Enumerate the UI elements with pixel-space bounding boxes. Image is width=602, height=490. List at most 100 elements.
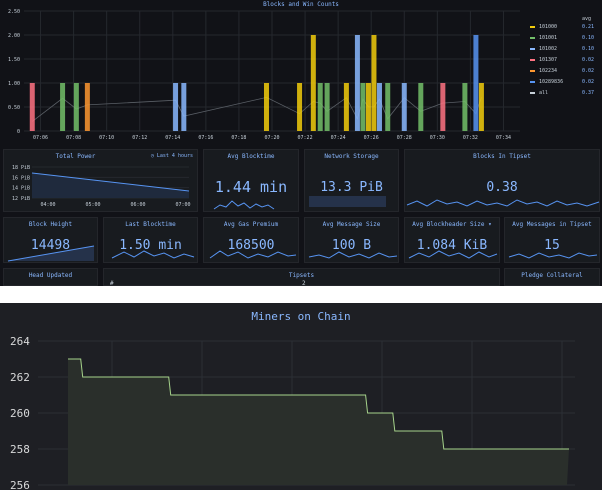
total-power-panel: Total Power ◷ Last 4 hours 18 PiB 16 PiB 1… bbox=[3, 149, 198, 212]
bar bbox=[297, 83, 303, 131]
sparkline bbox=[406, 199, 600, 207]
x-tick-label: 07:18 bbox=[231, 135, 246, 141]
series-line bbox=[31, 172, 190, 192]
stat-value: 1.44 min bbox=[214, 178, 288, 196]
area-fill bbox=[68, 359, 569, 485]
legend-item[interactable]: 102234 0.02 bbox=[530, 68, 594, 76]
panel-title[interactable]: Last Blocktime bbox=[125, 221, 176, 228]
stat-value: 168500 bbox=[227, 238, 275, 253]
blocks-in-tipset-panel: Blocks In Tipset 0.38 bbox=[404, 149, 600, 212]
bar bbox=[60, 83, 66, 131]
legend-swatch bbox=[530, 69, 535, 72]
y-tick-label: 16 PiB bbox=[12, 175, 30, 181]
area-sparkline bbox=[7, 245, 95, 262]
legend-swatch bbox=[530, 80, 535, 83]
legend-label: 101001 bbox=[539, 35, 558, 41]
y-tick-label: 1.00 bbox=[8, 81, 20, 87]
bar bbox=[360, 83, 366, 131]
panel-title[interactable]: Network Storage bbox=[324, 153, 379, 160]
series-line-all bbox=[32, 96, 482, 122]
x-tick-label: 07:30 bbox=[430, 135, 445, 141]
sparkline bbox=[213, 200, 275, 210]
stat-value: 13.3 PiB bbox=[320, 180, 383, 195]
area-fill bbox=[32, 173, 189, 198]
panel-title[interactable]: Avg Messages in Tipset bbox=[512, 221, 592, 228]
x-tick-label: 07:20 bbox=[264, 135, 279, 141]
legend-item[interactable]: 101001 0.10 bbox=[530, 35, 594, 43]
x-tick-label: 07:32 bbox=[463, 135, 478, 141]
y-tick-label: 256 bbox=[10, 479, 30, 490]
y-tick-label: 264 bbox=[10, 335, 30, 348]
bar bbox=[343, 83, 349, 131]
avg-blocktime-panel: Avg Blocktime 1.44 min bbox=[203, 149, 299, 212]
y-tick-label: 258 bbox=[10, 443, 30, 456]
table-header-cell: # bbox=[110, 280, 114, 287]
y-tick-label: 0 bbox=[17, 129, 20, 135]
sparkline bbox=[111, 250, 195, 259]
panel-title[interactable]: Block Height bbox=[28, 221, 73, 228]
x-tick-label: 06:00 bbox=[130, 202, 145, 208]
panel-title[interactable]: Miners on Chain bbox=[251, 310, 351, 323]
dashboard-screenshot: Blocks and Win Counts 2.50 2.00 1.50 1.00 0.… bbox=[0, 0, 602, 287]
panel-title[interactable]: Avg Blocktime bbox=[227, 153, 275, 160]
bar bbox=[310, 35, 316, 131]
panel-title[interactable]: Blocks and Win Counts bbox=[263, 1, 339, 8]
series-line bbox=[68, 358, 569, 450]
sparkline bbox=[308, 251, 398, 259]
bar bbox=[29, 83, 35, 131]
panel-title[interactable]: Blocks In Tipset bbox=[473, 153, 531, 160]
legend-item[interactable]: 101002 0.10 bbox=[530, 46, 594, 54]
tipsets-panel: Tipsets # 2 bbox=[103, 268, 500, 287]
legend-label: 102234 bbox=[539, 68, 558, 74]
pledge-collateral-panel: Pledge Collateral bbox=[504, 268, 600, 286]
stat-value: 0.38 bbox=[486, 180, 518, 195]
legend-value: 0.37 bbox=[582, 90, 595, 96]
y-tick-label: 260 bbox=[10, 407, 30, 420]
panel-title[interactable]: Avg Gas Premium bbox=[223, 221, 279, 228]
panel-title[interactable]: Avg Message Size bbox=[322, 221, 381, 228]
legend-value: 0.02 bbox=[582, 57, 595, 63]
stat-value: 15 bbox=[544, 238, 560, 253]
x-tick-label: 04:00 bbox=[40, 202, 55, 208]
legend-value: 0.21 bbox=[582, 24, 595, 30]
block-height-panel: Block Height 14498 bbox=[3, 217, 98, 263]
legend-item[interactable]: all 0.37 bbox=[530, 90, 594, 98]
x-tick-label: 07:26 bbox=[364, 135, 379, 141]
panel-title[interactable]: Avg Blockheader Size ▾ bbox=[412, 221, 492, 228]
legend-swatch bbox=[530, 25, 535, 28]
x-tick-label: 07:00 bbox=[175, 202, 190, 208]
total-power-chart: 18 PiB 16 PiB 14 PiB 12 PiB 04:00 05:00 06:00 0… bbox=[12, 165, 191, 208]
time-range-label: Last 4 hours bbox=[156, 153, 193, 159]
legend-label: 101002 bbox=[539, 46, 558, 52]
avg-blockheader-size-panel: Avg Blockheader Size ▾ 1.084 KiB bbox=[404, 217, 500, 263]
bar bbox=[365, 83, 371, 131]
head-updated-panel: Head Updated bbox=[3, 268, 98, 286]
legend-item[interactable]: 101307 0.02 bbox=[530, 57, 594, 65]
legend-value: 0.10 bbox=[582, 46, 595, 52]
panel-title[interactable]: Head Updated bbox=[28, 272, 73, 279]
legend-swatch bbox=[530, 58, 535, 61]
y-tick-label: 1.50 bbox=[8, 57, 20, 63]
x-tick-label: 07:16 bbox=[198, 135, 213, 141]
panel-title[interactable]: Pledge Collateral bbox=[521, 272, 583, 279]
legend-swatch bbox=[530, 36, 535, 39]
sparkline bbox=[209, 250, 297, 259]
bar bbox=[354, 35, 360, 131]
bar bbox=[401, 83, 407, 131]
panel-title[interactable]: Tipsets bbox=[288, 272, 315, 279]
legend-item[interactable]: 101000 0.21 bbox=[530, 24, 594, 32]
time-range-indicator[interactable]: ◷ Last 4 hours bbox=[151, 153, 193, 159]
legend-item[interactable]: 10289836 0.02 bbox=[530, 79, 594, 87]
x-tick-label: 07:06 bbox=[33, 135, 48, 141]
x-tick-label: 07:28 bbox=[397, 135, 412, 141]
avg-message-size-panel: Avg Message Size 100 B bbox=[304, 217, 399, 263]
legend-header: avg bbox=[582, 16, 592, 22]
x-tick-label: 07:12 bbox=[132, 135, 147, 141]
bar bbox=[418, 83, 424, 131]
legend-value: 0.02 bbox=[582, 79, 595, 85]
avg-messages-in-tipset-panel: Avg Messages in Tipset 15 bbox=[504, 217, 600, 263]
blocks-chart: 2.50 2.00 1.50 1.00 0.50 0 07:06 07:08 07:10 07:1… bbox=[8, 9, 520, 141]
blocks-win-panel: Blocks and Win Counts 2.50 2.00 1.50 1.00 0.… bbox=[0, 0, 602, 146]
x-tick-label: 07:08 bbox=[66, 135, 81, 141]
panel-title[interactable]: Total Power bbox=[55, 153, 96, 160]
